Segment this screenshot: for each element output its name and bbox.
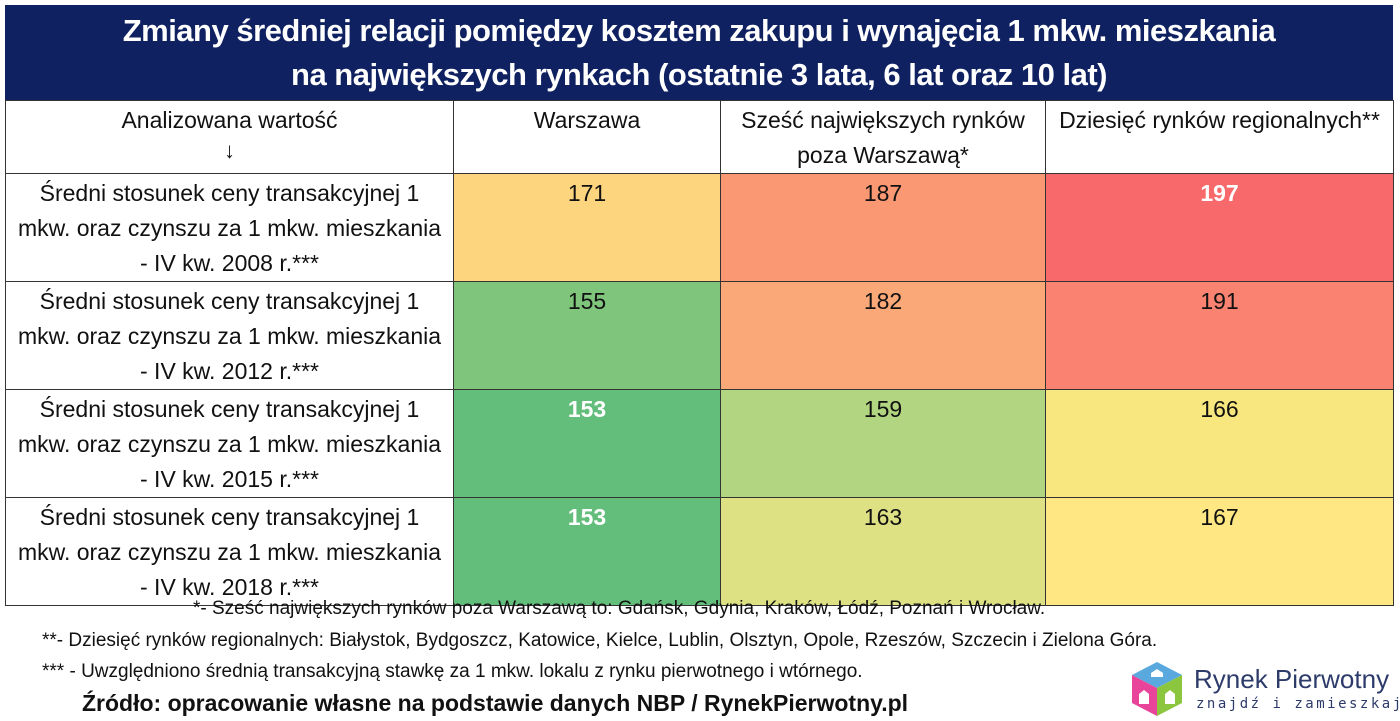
footnote-3: *** - Uwzględniono średnią transakcyjną …	[42, 661, 863, 682]
logo-name: Rynek Pierwotny	[1194, 664, 1390, 694]
cell-value: 159	[720, 389, 1046, 498]
cube-logo-icon	[1132, 662, 1182, 716]
header-row: Analizowana wartość ↓ Warszawa Sześć naj…	[5, 100, 1394, 174]
cell-value: 182	[720, 281, 1046, 390]
cell-value: 163	[720, 497, 1046, 606]
heatmap-table: Analizowana wartość ↓ Warszawa Sześć naj…	[5, 100, 1394, 606]
footnote-2: **- Dziesięć rynków regionalnych: Białys…	[42, 630, 1158, 651]
cell-value: 191	[1045, 281, 1394, 390]
table-row: Średni stosunek ceny transakcyjnej 1 mkw…	[5, 281, 1394, 390]
row-label: Średni stosunek ceny transakcyjnej 1 mkw…	[5, 497, 454, 606]
header-label-text: Analizowana wartość	[121, 107, 338, 133]
header-ten-regional: Dziesięć rynków regionalnych**	[1045, 100, 1394, 174]
logo: Rynek Pierwotny znajdź i zamieszkaj	[1128, 660, 1400, 718]
cell-value: 167	[1045, 497, 1394, 606]
row-label: Średni stosunek ceny transakcyjnej 1 mkw…	[5, 173, 454, 282]
row-label: Średni stosunek ceny transakcyjnej 1 mkw…	[5, 281, 454, 390]
cell-value: 166	[1045, 389, 1394, 498]
chart-title: Zmiany średniej relacji pomiędzy kosztem…	[5, 5, 1393, 100]
table-row: Średni stosunek ceny transakcyjnej 1 mkw…	[5, 389, 1394, 498]
footnote-1: *- Sześć największych rynków poza Warsza…	[193, 598, 1046, 619]
cell-value-max: 197	[1045, 173, 1394, 282]
row-label: Średni stosunek ceny transakcyjnej 1 mkw…	[5, 389, 454, 498]
table-row: Średni stosunek ceny transakcyjnej 1 mkw…	[5, 497, 1394, 606]
table-row: Średni stosunek ceny transakcyjnej 1 mkw…	[5, 173, 1394, 282]
source-note: Źródło: opracowanie własne na podstawie …	[82, 690, 909, 716]
cell-value-min: 153	[453, 389, 721, 498]
logo-tagline: znajdź i zamieszkaj	[1196, 696, 1400, 712]
header-six-markets: Sześć największych rynków poza Warszawą*	[720, 100, 1046, 174]
cell-value: 155	[453, 281, 721, 390]
down-arrow-icon: ↓	[224, 138, 235, 163]
chart-title-line-2: na największych rynkach (ostatnie 3 lata…	[291, 57, 1107, 92]
header-warszawa: Warszawa	[453, 100, 721, 174]
cell-value-min: 153	[453, 497, 721, 606]
header-label: Analizowana wartość ↓	[5, 100, 454, 174]
cell-value: 171	[453, 173, 721, 282]
chart-title-line-1: Zmiany średniej relacji pomiędzy kosztem…	[122, 13, 1276, 48]
cell-value: 187	[720, 173, 1046, 282]
